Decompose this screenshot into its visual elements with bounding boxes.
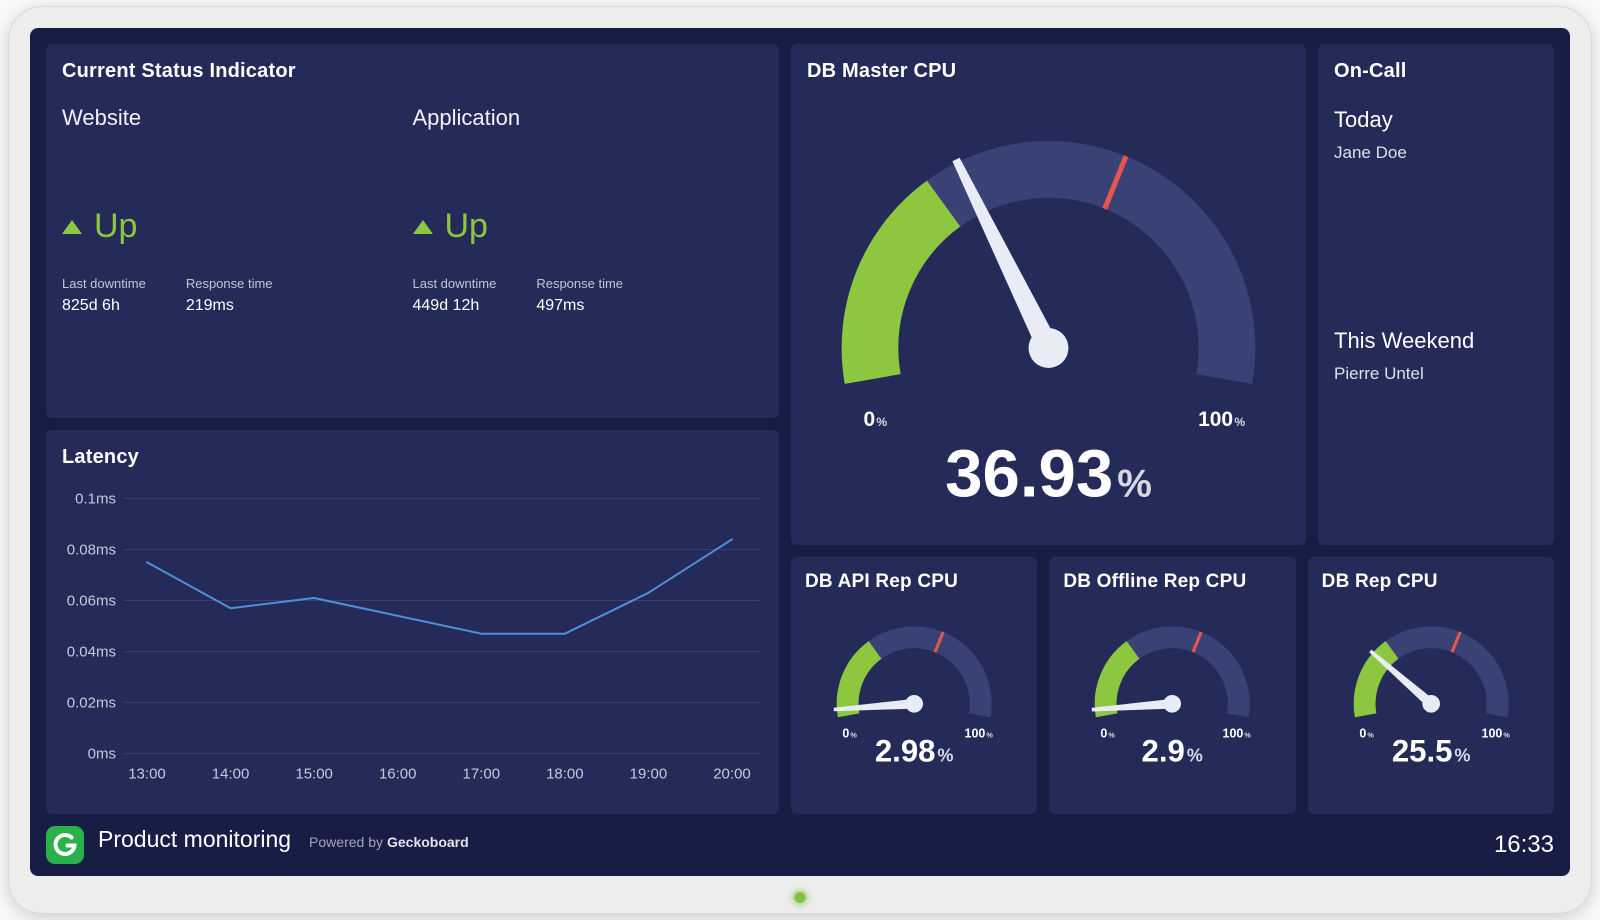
db-master-cpu-gauge: 0% 100% 36.93%: [841, 141, 1256, 511]
latency-title: Latency: [62, 446, 139, 468]
on-call-entry-today: Today Jane Doe: [1334, 107, 1407, 162]
gauge-green-zone: [841, 180, 961, 384]
gauge-value: 2.9%: [1142, 733, 1203, 768]
on-call-panel: On-Call Today Jane Doe This Weekend Pier…: [1318, 44, 1554, 545]
latency-panel: Latency 0ms 0.02ms 0.04ms 0.06ms 0.08ms 0.1ms…: [46, 430, 779, 814]
gauge-value: 2.98%: [875, 733, 954, 768]
current-status-panel: Current Status Indicator Website Up: [46, 44, 779, 418]
db-api-rep-cpu-gauge: 0% 100% 2.98%: [833, 626, 994, 768]
y-tick-label: 0.08ms: [67, 542, 116, 559]
on-call-entry-weekend: This Weekend Pierre Untel: [1334, 328, 1475, 383]
gauge-min-label: 0%: [1359, 726, 1374, 740]
db-master-cpu-panel: DB Master CPU 0% 100% 36.93%: [791, 44, 1306, 545]
on-call-title: On-Call: [1334, 60, 1407, 82]
gauge-min-label: 0%: [1101, 726, 1116, 740]
gauge-value: 36.93%: [945, 436, 1152, 511]
power-led-icon: [794, 892, 806, 903]
latency-line-chart: 0ms 0.02ms 0.04ms 0.06ms 0.08ms 0.1ms 13:00 14:…: [67, 491, 759, 783]
up-arrow-icon: [62, 219, 82, 234]
gauge-needle: [952, 157, 1059, 353]
gauge-max-label: 100%: [1198, 408, 1245, 431]
x-tick-label: 19:00: [630, 766, 668, 783]
db-offline-rep-cpu-gauge: 0% 100% 2.9%: [1092, 626, 1252, 768]
gauge-needle-hub: [905, 694, 924, 713]
x-tick-label: 13:00: [128, 766, 166, 783]
status-state: Up: [62, 207, 413, 246]
stat-response-time: Response time 219ms: [185, 276, 273, 314]
stat-last-downtime: Last downtime 449d 12h: [412, 276, 497, 314]
db-offline-rep-cpu-title: DB Offline Rep CPU: [1063, 571, 1247, 592]
gauge-red-threshold: [1191, 631, 1203, 653]
geckoboard-logo-icon: [46, 826, 84, 864]
db-offline-rep-cpu-panel: DB Offline Rep CPU 0% 100% 2.9%: [1049, 557, 1296, 814]
status-state-label: Up: [94, 207, 138, 245]
y-tick-label: 0.02ms: [67, 695, 116, 712]
gauge-value: 25.5%: [1392, 733, 1471, 768]
db-api-rep-cpu-title: DB API Rep CPU: [805, 571, 959, 592]
up-arrow-icon: [412, 219, 433, 234]
x-tick-label: 16:00: [379, 766, 417, 783]
gauge-min-label: 0%: [863, 408, 887, 431]
dashboard-footer: Product monitoring Powered by Geckoboard …: [46, 814, 1554, 876]
tv-frame: Current Status Indicator Website Up: [8, 6, 1592, 914]
dashboard-title: Product monitoring: [98, 826, 292, 852]
gauge-needle: [833, 698, 915, 712]
db-rep-cpu-panel: DB Rep CPU 0% 100% 25.5%: [1307, 557, 1554, 814]
status-item-website: Website Up Last downtime 825d 6h: [62, 105, 413, 315]
status-state-label: Up: [444, 207, 488, 245]
x-tick-label: 15:00: [295, 766, 333, 783]
x-tick-label: 17:00: [463, 766, 501, 783]
y-tick-label: 0.1ms: [75, 491, 116, 508]
clock: 16:33: [1493, 831, 1554, 858]
y-tick-label: 0ms: [88, 746, 116, 763]
status-state: Up: [412, 207, 764, 246]
geckoboard-brand-label: Geckoboard: [386, 834, 469, 850]
gauge-needle: [1092, 698, 1173, 712]
gauge-red-threshold: [1102, 155, 1129, 210]
y-tick-label: 0.04ms: [67, 644, 116, 661]
powered-by-label: Powered by Geckoboard: [309, 834, 469, 850]
db-rep-cpu-title: DB Rep CPU: [1321, 571, 1438, 592]
gauge-needle-hub: [1163, 694, 1182, 713]
gauge-red-threshold: [1450, 631, 1462, 653]
db-api-rep-cpu-panel: DB API Rep CPU 0% 100% 2.98%: [791, 557, 1038, 814]
dashboard-screen: Current Status Indicator Website Up: [30, 28, 1570, 876]
gauge-min-label: 0%: [842, 726, 857, 740]
x-tick-label: 14:00: [212, 766, 250, 783]
x-tick-label: 18:00: [546, 766, 584, 783]
gauge-max-label: 100%: [1223, 726, 1252, 740]
gauge-needle: [1368, 649, 1435, 708]
stat-last-downtime: Last downtime 825d 6h: [62, 276, 146, 314]
status-name: Website: [62, 105, 142, 130]
gauge-max-label: 100%: [1481, 726, 1510, 740]
gauge-max-label: 100%: [965, 726, 994, 740]
status-name: Application: [412, 105, 521, 130]
x-tick-label: 20:00: [713, 766, 751, 783]
db-master-cpu-title: DB Master CPU: [807, 60, 957, 82]
y-tick-label: 0.06ms: [67, 593, 116, 610]
gauge-red-threshold: [933, 631, 945, 653]
gauge-needle-hub: [1421, 694, 1440, 713]
stat-response-time: Response time 497ms: [536, 276, 624, 314]
status-item-application: Application Up Last downtime 449d 12h: [412, 105, 764, 315]
current-status-title: Current Status Indicator: [62, 60, 296, 82]
gauge-needle-hub: [1028, 328, 1069, 368]
db-rep-cpu-gauge: 0% 100% 25.5%: [1353, 626, 1510, 768]
latency-series-line: [146, 538, 733, 635]
gauge-green-zone: [1353, 641, 1399, 718]
